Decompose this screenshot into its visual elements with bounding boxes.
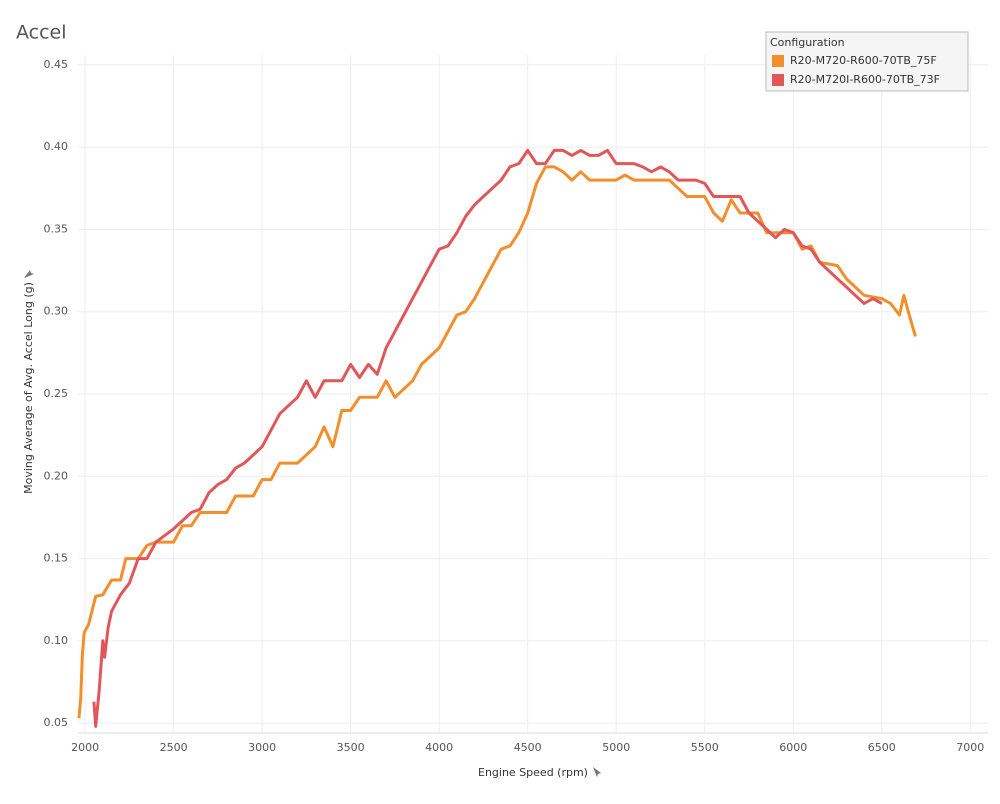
legend-swatch [772, 55, 784, 67]
y-tick-label: 0.05 [44, 716, 69, 729]
y-tick-label: 0.25 [44, 387, 69, 400]
legend-swatch [772, 74, 784, 86]
legend-label: R20-M720I-R600-70TB_73F [790, 73, 940, 86]
pin-icon [24, 270, 34, 278]
legend-label: R20-M720-R600-70TB_75F [790, 54, 937, 67]
x-tick-label: 6500 [868, 741, 896, 754]
x-tick-label: 4000 [425, 741, 453, 754]
y-tick-label: 0.10 [44, 634, 69, 647]
series-line [77, 165, 917, 719]
pin-icon [593, 767, 601, 777]
x-tick-label: 7000 [956, 741, 984, 754]
y-tick-label: 0.35 [44, 222, 69, 235]
legend-title: Configuration [770, 36, 845, 49]
x-tick-label: 5000 [602, 741, 630, 754]
x-axis-label: Engine Speed (rpm) [478, 766, 588, 779]
x-tick-label: 4500 [514, 741, 542, 754]
y-tick-label: 0.40 [44, 140, 69, 153]
x-tick-label: 2000 [71, 741, 99, 754]
y-tick-label: 0.20 [44, 469, 69, 482]
y-tick-label: 0.45 [44, 58, 69, 71]
x-tick-label: 3000 [248, 741, 276, 754]
x-tick-label: 5500 [691, 741, 719, 754]
y-axis-label: Moving Average of Avg. Accel Long (g) [22, 282, 35, 494]
legend: Configuration R20-M720-R600-70TB_75F R20-… [765, 31, 969, 92]
series-line [92, 148, 883, 728]
y-tick-label: 0.15 [44, 552, 69, 565]
chart-title: Accel [16, 22, 67, 44]
legend-box [765, 31, 969, 92]
x-tick-label: 3500 [337, 741, 365, 754]
x-tick-label: 2500 [160, 741, 188, 754]
y-tick-label: 0.30 [44, 305, 69, 318]
x-tick-label: 6000 [779, 741, 807, 754]
